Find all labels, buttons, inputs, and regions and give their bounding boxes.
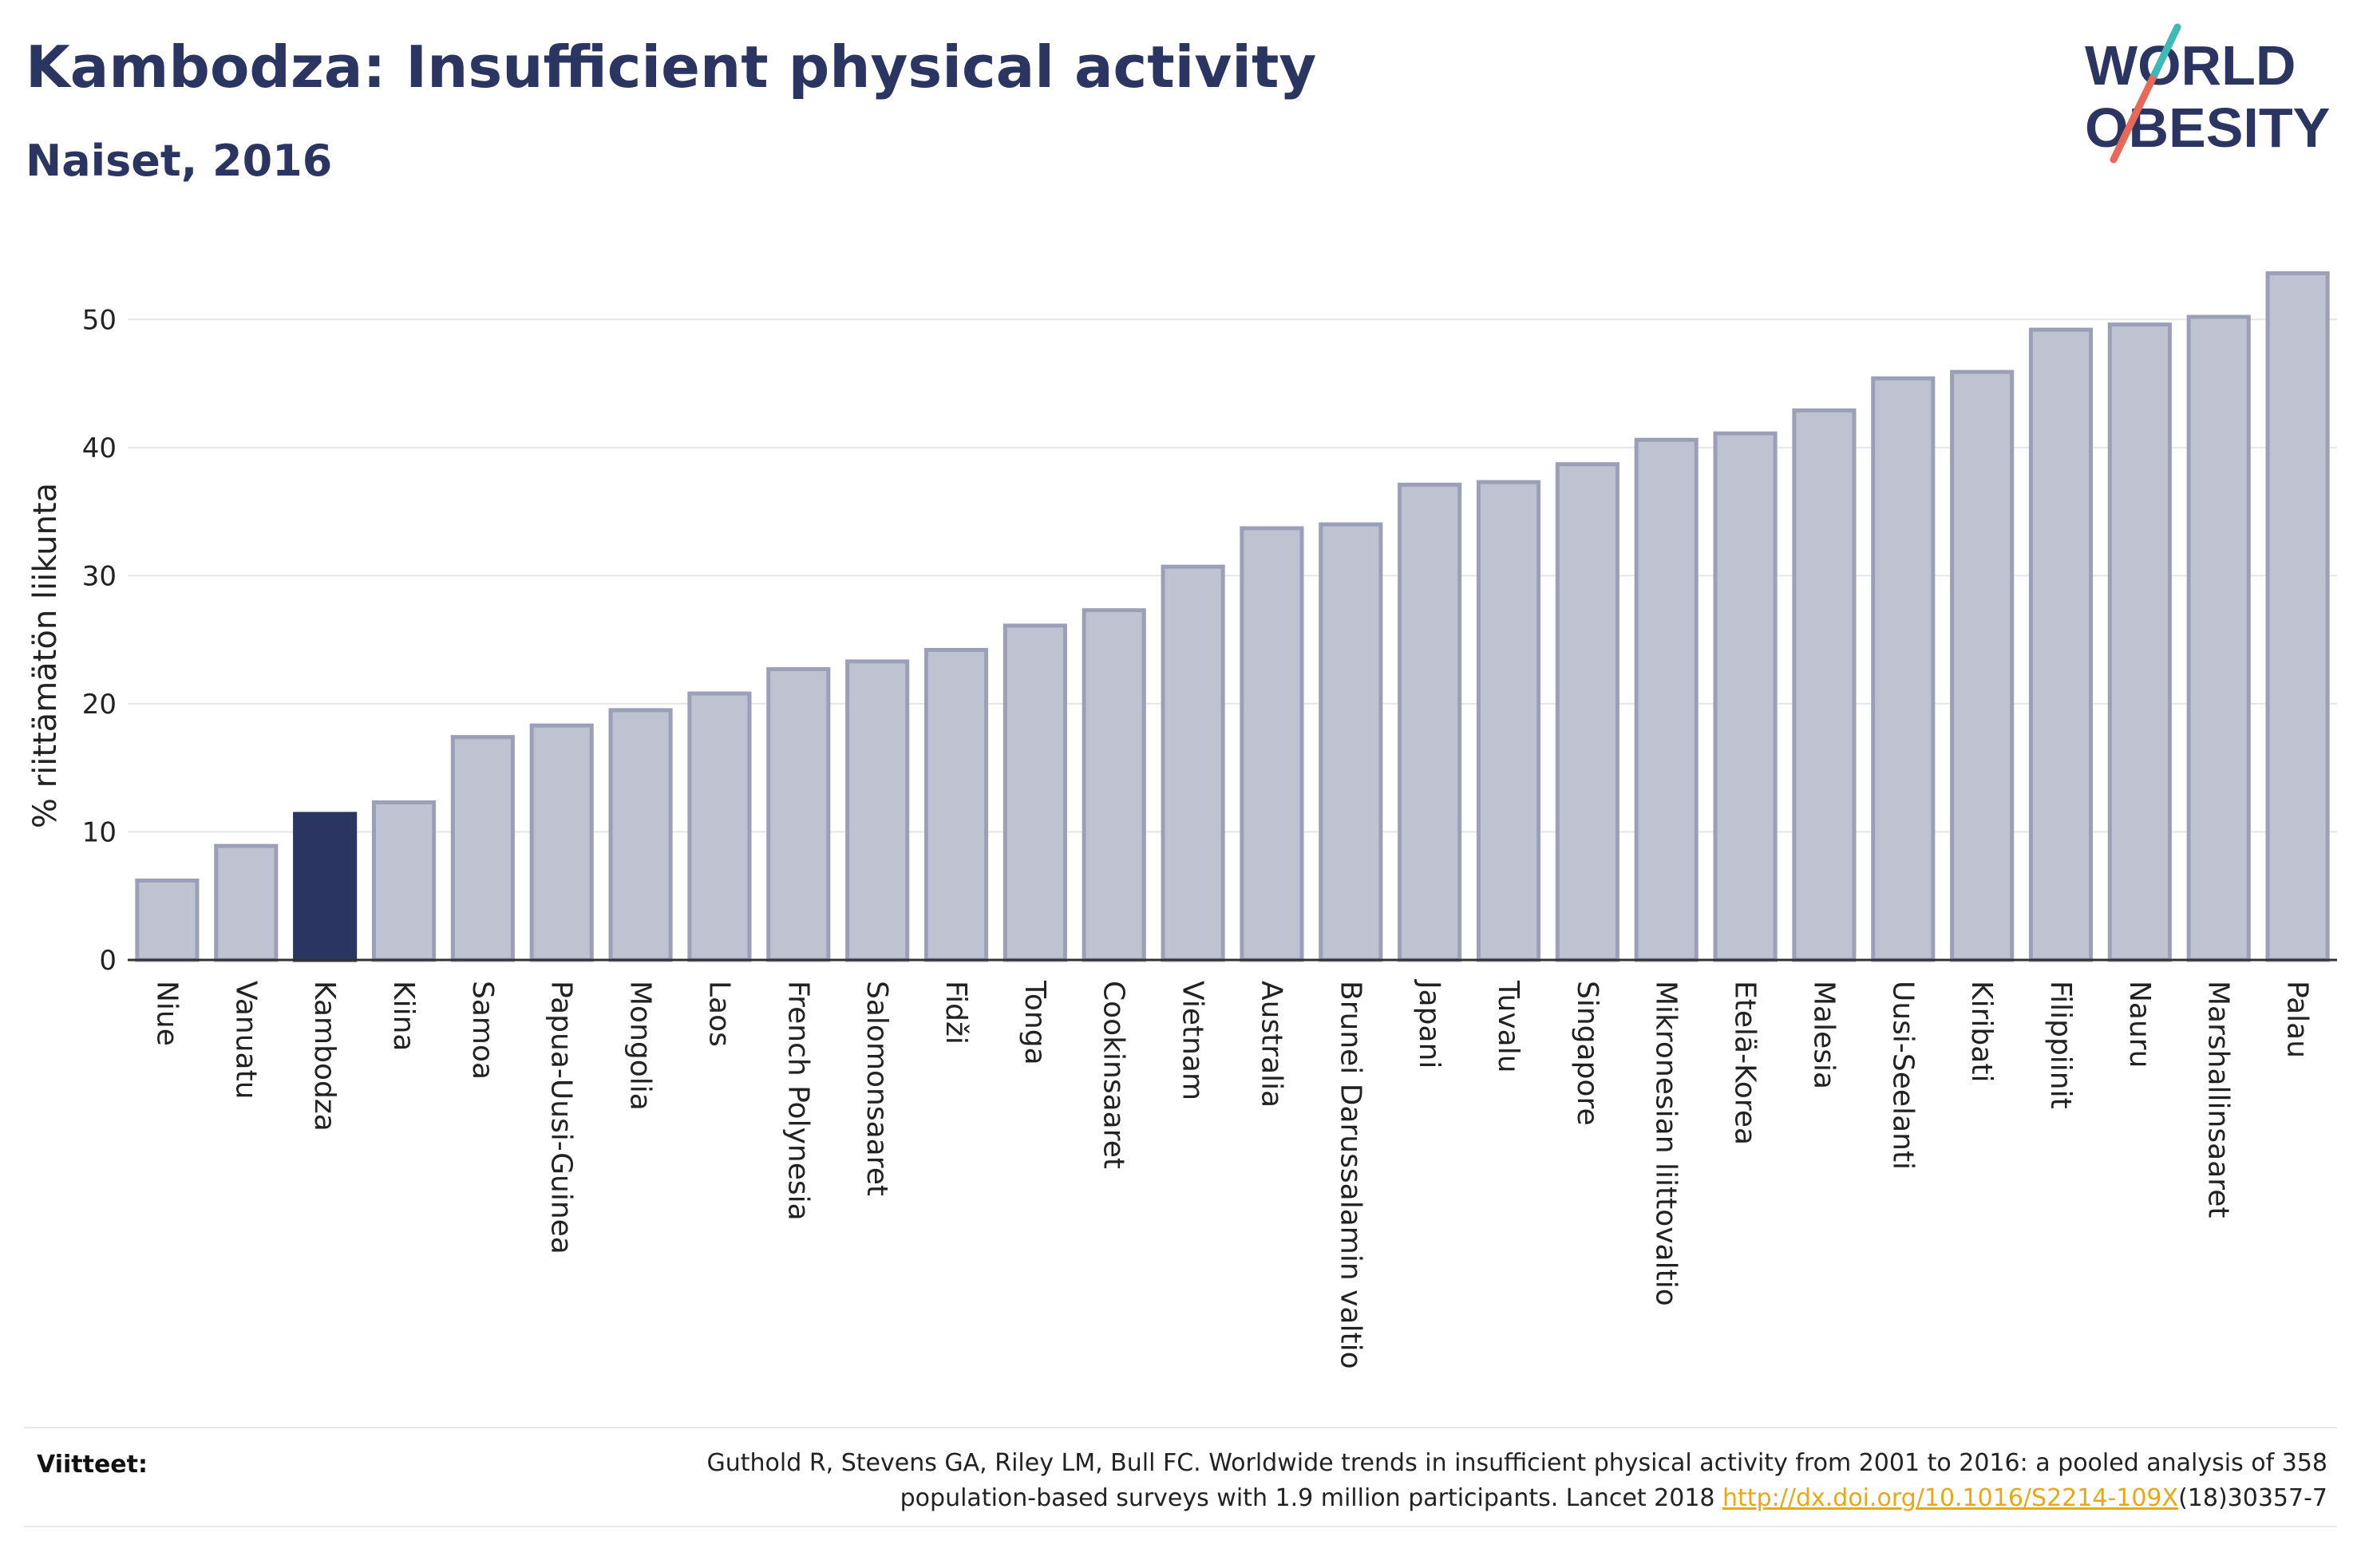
bar <box>1240 526 1304 962</box>
y-axis-title: % riittämätön liikunta <box>27 483 64 828</box>
bar <box>1555 462 1619 962</box>
bar <box>766 667 831 962</box>
x-tick-label: Etelä-Korea <box>1729 981 1762 1145</box>
x-tick-label: Vanuatu <box>229 981 262 1100</box>
chart-subtitle: Naiset, 2016 <box>26 136 333 186</box>
bar <box>2028 327 2094 962</box>
reference-line-2: population-based surveys with 1.9 millio… <box>900 1484 1723 1512</box>
x-tick-label: Palau <box>2281 981 2314 1058</box>
x-tick-label: Samoa <box>466 981 499 1080</box>
x-tick-label: Nauru <box>2123 981 2156 1068</box>
y-tick-label: 50 <box>82 304 117 336</box>
x-tick-label: Filippiinit <box>2044 981 2077 1109</box>
footer-top-divider <box>24 1427 2337 1428</box>
x-tick-label: Singapore <box>1571 981 1604 1126</box>
bar <box>2186 314 2251 962</box>
bar <box>135 878 200 962</box>
bar <box>529 723 594 962</box>
bar <box>2107 322 2172 962</box>
bar <box>371 800 437 962</box>
reference-line-1: Guthold R, Stevens GA, Riley LM, Bull FC… <box>706 1449 2327 1477</box>
bar-chart: 0 10 20 30 40 50 % riittämätön liikunta Niue Van… <box>27 271 2337 1369</box>
bar <box>214 843 279 962</box>
y-tick-label: 20 <box>82 689 117 721</box>
x-tick-label: Cookinsaaret <box>1097 981 1130 1169</box>
x-tick-label: Kambodza <box>308 981 341 1132</box>
x-tick-label: Papua-Uusi-Guinea <box>545 981 578 1254</box>
bar <box>1713 431 1778 962</box>
bar <box>1950 369 2015 962</box>
footer-bottom-divider <box>24 1526 2337 1527</box>
bar <box>1161 564 1225 962</box>
bar <box>2265 271 2330 962</box>
x-tick-label: Salomonsaaret <box>860 981 893 1196</box>
references-label: Viitteet: <box>37 1451 148 1479</box>
y-tick-label: 30 <box>82 560 117 592</box>
x-tick-label: Niue <box>150 981 183 1046</box>
x-tick-label: Vietnam <box>1177 981 1209 1100</box>
svg-text:WORLD: WORLD <box>2085 34 2296 97</box>
x-tick-label: Uusi-Seelanti <box>1886 981 1919 1170</box>
y-tick-label: 40 <box>82 432 117 464</box>
bar <box>687 691 752 962</box>
bar <box>1319 522 1383 962</box>
x-tick-label: Australia <box>1255 981 1287 1108</box>
chart-title: Kambodza: Insufficient physical activity <box>26 34 1317 101</box>
y-tick-label: 0 <box>99 945 117 977</box>
x-tick-label: Mikronesian liittovaltio <box>1650 981 1683 1306</box>
bar <box>1398 482 1462 962</box>
x-tick-label: Kiribati <box>1965 981 1998 1082</box>
y-tick-label: 10 <box>82 816 117 848</box>
bar <box>845 659 910 962</box>
bar <box>1792 408 1857 962</box>
bar <box>1634 437 1699 962</box>
bar <box>293 812 358 962</box>
x-tick-label: Tonga <box>1018 980 1051 1065</box>
bar <box>1082 608 1146 962</box>
x-tick-label: Mongolia <box>624 981 657 1111</box>
x-tick-label: Fidži <box>939 981 972 1045</box>
doi-link[interactable]: http://dx.doi.org/10.1016/S2214-109X <box>1722 1484 2179 1512</box>
x-tick-label: Kiina <box>387 981 420 1052</box>
reference-line-2-suffix: (18)30357-7 <box>2178 1484 2327 1512</box>
x-tick-label: French Polynesia <box>781 981 814 1221</box>
x-tick-label: Japani <box>1413 979 1445 1068</box>
x-tick-label: Marshallinsaaret <box>2202 981 2235 1218</box>
x-tick-label: Laos <box>702 981 735 1047</box>
references-text: Guthold R, Stevens GA, Riley LM, Bull FC… <box>571 1446 2327 1516</box>
bar <box>450 735 515 962</box>
bar <box>608 708 673 962</box>
bar <box>1003 623 1067 962</box>
x-tick-label: Tuvalu <box>1492 980 1525 1073</box>
bar <box>1476 480 1541 962</box>
x-tick-label: Malesia <box>1807 981 1840 1089</box>
world-obesity-logo: WORLD OBESITY <box>2085 23 2330 164</box>
bar <box>1871 376 1936 962</box>
bar <box>923 647 989 962</box>
x-tick-label: Brunei Darussalamin valtio <box>1334 981 1366 1369</box>
